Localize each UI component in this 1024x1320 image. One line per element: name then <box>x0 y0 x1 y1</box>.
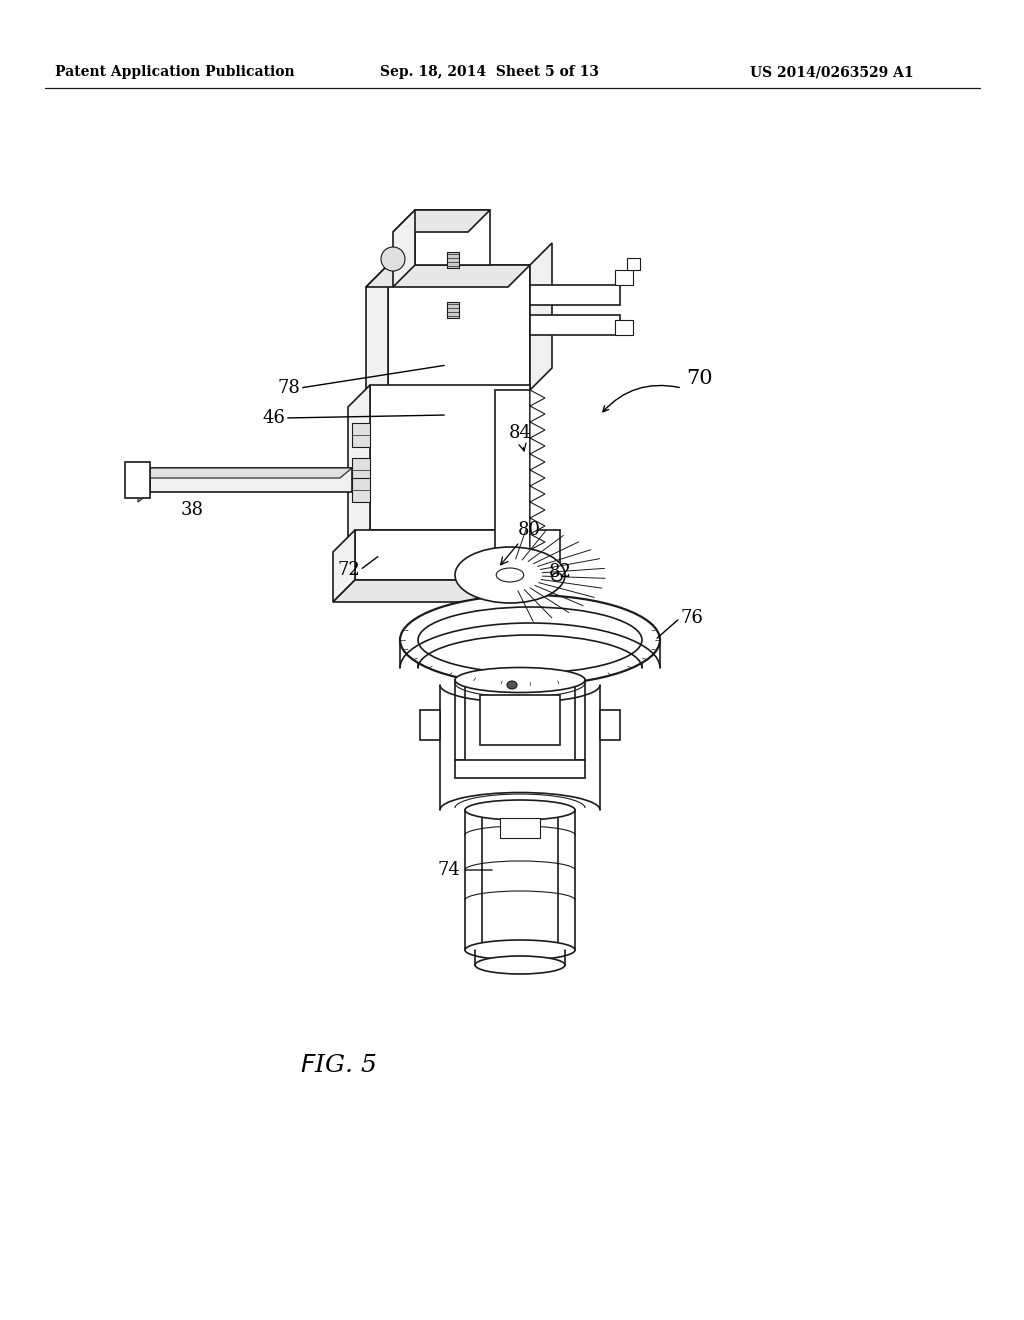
Ellipse shape <box>455 546 565 603</box>
Polygon shape <box>490 668 550 680</box>
Text: 84: 84 <box>509 424 531 451</box>
Ellipse shape <box>455 668 585 693</box>
Polygon shape <box>615 319 633 335</box>
Polygon shape <box>393 210 415 286</box>
Polygon shape <box>348 531 530 552</box>
Polygon shape <box>627 257 640 271</box>
Polygon shape <box>465 810 575 950</box>
Ellipse shape <box>418 607 642 673</box>
Text: 46: 46 <box>262 409 285 426</box>
Polygon shape <box>575 680 585 760</box>
Polygon shape <box>447 302 459 318</box>
Text: Sep. 18, 2014  Sheet 5 of 13: Sep. 18, 2014 Sheet 5 of 13 <box>381 65 599 79</box>
Polygon shape <box>138 469 352 478</box>
Ellipse shape <box>465 800 575 820</box>
Polygon shape <box>150 469 352 492</box>
Polygon shape <box>352 458 370 482</box>
Polygon shape <box>500 818 540 838</box>
Polygon shape <box>125 462 150 498</box>
Polygon shape <box>138 469 150 502</box>
Ellipse shape <box>400 595 660 685</box>
Polygon shape <box>530 517 545 535</box>
Text: 70: 70 <box>687 368 714 388</box>
Text: 76: 76 <box>680 609 702 627</box>
Polygon shape <box>447 252 459 268</box>
Ellipse shape <box>497 568 523 582</box>
Polygon shape <box>530 407 545 422</box>
Text: $\mathit{F}$IG. 5: $\mathit{F}$IG. 5 <box>300 1053 377 1077</box>
Polygon shape <box>455 680 465 760</box>
Polygon shape <box>370 385 530 531</box>
Polygon shape <box>495 389 530 570</box>
Polygon shape <box>420 640 640 675</box>
Ellipse shape <box>465 940 575 960</box>
Polygon shape <box>333 579 560 602</box>
Polygon shape <box>455 760 585 777</box>
Polygon shape <box>530 285 620 305</box>
Text: US 2014/0263529 A1: US 2014/0263529 A1 <box>750 65 913 79</box>
Polygon shape <box>333 531 355 602</box>
Polygon shape <box>352 478 370 502</box>
Polygon shape <box>530 438 545 454</box>
Text: 74: 74 <box>437 861 493 879</box>
Polygon shape <box>366 265 388 412</box>
Ellipse shape <box>552 573 562 581</box>
Polygon shape <box>530 315 620 335</box>
Polygon shape <box>348 385 370 552</box>
Polygon shape <box>530 454 545 470</box>
Text: 38: 38 <box>180 502 204 519</box>
Polygon shape <box>615 271 633 285</box>
Text: 78: 78 <box>278 379 300 397</box>
Polygon shape <box>480 696 560 744</box>
Circle shape <box>381 247 406 271</box>
Polygon shape <box>530 389 545 407</box>
Ellipse shape <box>507 681 517 689</box>
Polygon shape <box>530 502 545 517</box>
Polygon shape <box>420 710 440 741</box>
Polygon shape <box>600 710 620 741</box>
Text: 80: 80 <box>501 521 541 565</box>
Polygon shape <box>415 210 490 265</box>
Ellipse shape <box>475 956 565 974</box>
Polygon shape <box>530 535 545 550</box>
Polygon shape <box>530 422 545 438</box>
Polygon shape <box>530 550 545 566</box>
Polygon shape <box>393 210 490 232</box>
Polygon shape <box>388 265 530 389</box>
Polygon shape <box>440 685 600 810</box>
Polygon shape <box>530 243 552 389</box>
Text: 82: 82 <box>549 564 571 581</box>
Polygon shape <box>355 531 560 579</box>
Polygon shape <box>352 422 370 447</box>
Text: Patent Application Publication: Patent Application Publication <box>55 65 295 79</box>
Polygon shape <box>366 265 530 286</box>
Polygon shape <box>530 486 545 502</box>
Text: 72: 72 <box>337 561 360 579</box>
Polygon shape <box>530 470 545 486</box>
Polygon shape <box>482 810 558 950</box>
